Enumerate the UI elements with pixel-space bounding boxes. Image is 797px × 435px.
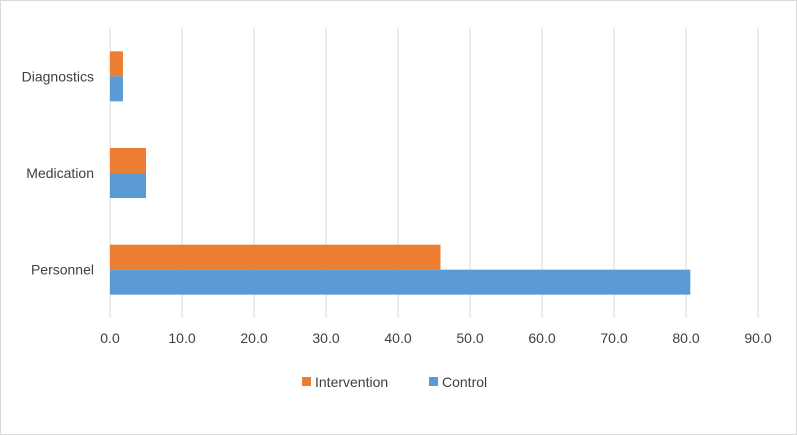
- bar-medication-control: [110, 173, 146, 198]
- category-label: Medication: [26, 165, 94, 181]
- category-label: Personnel: [31, 262, 94, 278]
- category-labels: Diagnostics Medication Personnel: [22, 68, 94, 277]
- x-tick-label: 10.0: [168, 330, 195, 346]
- x-tick-label: 40.0: [384, 330, 411, 346]
- x-tick-label: 0.0: [100, 330, 120, 346]
- bar-diagnostics-intervention: [110, 51, 123, 77]
- x-tick-labels: 0.0 10.0 20.0 30.0 40.0 50.0 60.0 70.0 80.0 90.0: [100, 330, 772, 346]
- category-label: Diagnostics: [22, 68, 94, 84]
- x-tick-label: 20.0: [240, 330, 267, 346]
- x-tick-label: 60.0: [528, 330, 555, 346]
- x-tick-label: 70.0: [600, 330, 627, 346]
- bar-personnel-control: [110, 269, 691, 295]
- bar-personnel-intervention: [110, 244, 441, 270]
- legend-label-control: Control: [442, 374, 487, 390]
- legend-swatch-control: [429, 377, 438, 386]
- bar-diagnostics-control: [110, 76, 123, 102]
- x-tick-label: 80.0: [672, 330, 699, 346]
- x-tick-label: 50.0: [456, 330, 483, 346]
- x-tick-label: 30.0: [312, 330, 339, 346]
- bars: [110, 51, 691, 295]
- legend: Intervention Control: [302, 374, 487, 390]
- x-tick-label: 90.0: [744, 330, 771, 346]
- bar-medication-intervention: [110, 148, 146, 173]
- legend-swatch-intervention: [302, 377, 311, 386]
- legend-label-intervention: Intervention: [315, 374, 388, 390]
